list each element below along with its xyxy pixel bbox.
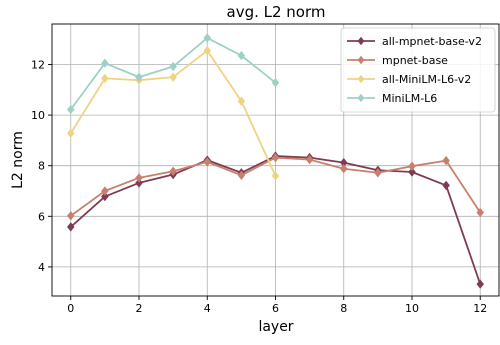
data-point	[203, 33, 211, 43]
data-point	[203, 45, 211, 56]
data-point	[67, 104, 75, 115]
y-tick-label: 8	[38, 160, 45, 173]
legend-swatch-marker	[357, 74, 365, 84]
data-point	[476, 279, 484, 289]
legend-item: mpnet-base	[347, 54, 448, 67]
data-point	[442, 180, 450, 191]
data-point	[101, 58, 109, 68]
y-tick-label: 6	[38, 210, 45, 223]
data-point	[271, 152, 280, 163]
legend-box	[340, 27, 496, 113]
legend-item: all-mpnet-base-v2	[347, 35, 482, 48]
data-point	[476, 207, 484, 218]
legend-item: all-MiniLM-L6-v2	[347, 73, 471, 86]
data-point	[101, 191, 109, 202]
data-point	[67, 211, 75, 221]
data-point	[101, 186, 109, 196]
data-point	[169, 61, 177, 72]
legend-label: MiniLM-L6	[382, 92, 437, 105]
data-point	[237, 170, 246, 180]
data-point	[408, 161, 416, 171]
data-point	[169, 166, 177, 176]
x-tick-label: 12	[473, 302, 487, 315]
legend-label: all-MiniLM-L6-v2	[382, 73, 471, 86]
data-point	[203, 157, 211, 167]
data-point	[271, 171, 280, 181]
data-point	[271, 78, 280, 88]
y-tick-label: 4	[38, 261, 45, 274]
data-point	[135, 72, 143, 82]
data-point	[135, 178, 143, 188]
chart-title: avg. L2 norm	[227, 3, 326, 21]
series-group	[67, 33, 484, 289]
series-MiniLM-L6	[67, 33, 280, 115]
legend-swatch-marker	[357, 55, 365, 65]
data-point	[135, 173, 143, 183]
x-tick-label: 2	[136, 302, 143, 315]
x-axis-title: layer	[258, 319, 293, 335]
data-point	[237, 96, 246, 106]
data-point	[67, 128, 75, 138]
legend-label: mpnet-base	[382, 54, 448, 67]
x-tick-label: 8	[340, 302, 347, 315]
data-point	[305, 154, 314, 165]
data-point	[340, 164, 348, 174]
data-point	[442, 155, 450, 166]
series-mpnet-base	[67, 152, 484, 221]
legend-swatch-marker	[357, 36, 365, 46]
y-tick-label: 10	[31, 109, 45, 122]
data-point	[408, 167, 416, 177]
legend: all-mpnet-base-v2 mpnet-base all-MiniLM-L6…	[340, 27, 496, 113]
legend-item: MiniLM-L6	[347, 92, 437, 105]
y-tick-label: 12	[31, 58, 45, 71]
x-tick-label: 0	[67, 302, 74, 315]
data-point	[169, 72, 177, 82]
data-point	[101, 73, 109, 84]
y-axis-title: L2 norm	[10, 131, 26, 189]
data-point	[374, 168, 382, 178]
ticks: 0 2 4 6 8 10 12 4 6 8 10 12	[31, 58, 487, 315]
series-all-MiniLM-L6-v2	[67, 45, 280, 181]
legend-swatch-marker	[357, 93, 365, 103]
data-point	[237, 50, 246, 61]
x-tick-label: 10	[405, 302, 419, 315]
x-tick-label: 6	[272, 302, 279, 315]
legend-label: all-mpnet-base-v2	[382, 35, 482, 48]
data-point	[67, 222, 75, 232]
x-tick-label: 4	[204, 302, 211, 315]
